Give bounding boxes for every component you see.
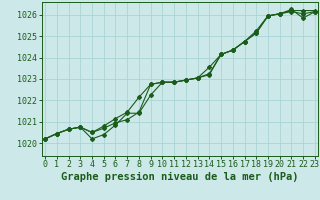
X-axis label: Graphe pression niveau de la mer (hPa): Graphe pression niveau de la mer (hPa): [61, 172, 299, 182]
